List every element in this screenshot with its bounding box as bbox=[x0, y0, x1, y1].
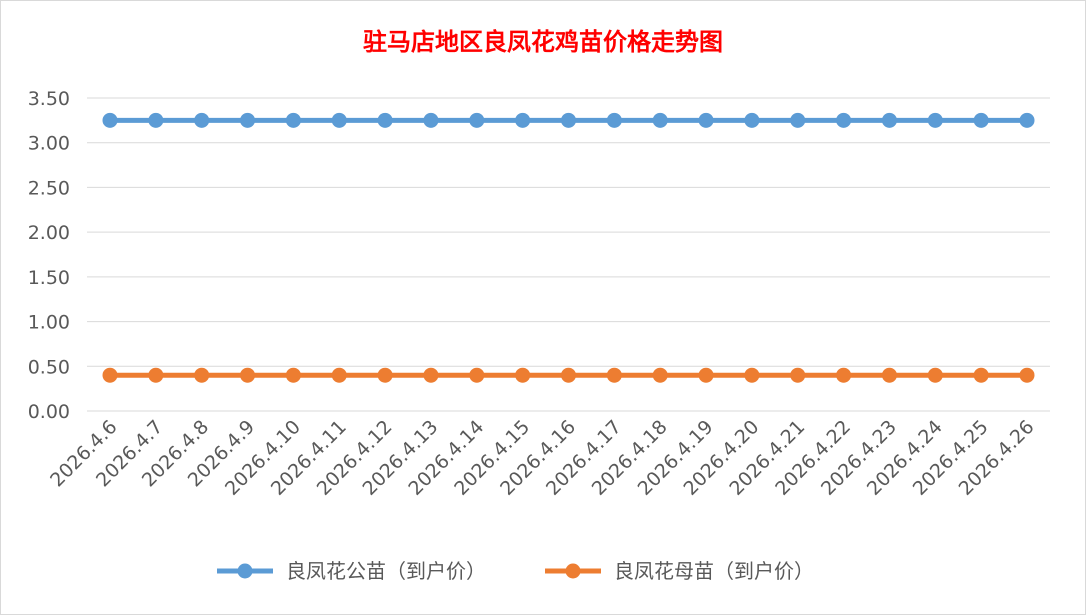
data-point bbox=[515, 112, 531, 128]
data-point bbox=[790, 112, 806, 128]
y-axis-ticks: 0.00 0.50 1.00 1.50 2.00 2.50 3.00 3.50 bbox=[28, 88, 70, 423]
data-point bbox=[836, 367, 852, 383]
data-point bbox=[515, 367, 531, 383]
data-point bbox=[331, 112, 347, 128]
data-point bbox=[148, 112, 164, 128]
gridlines bbox=[87, 97, 1050, 412]
data-point bbox=[973, 112, 989, 128]
legend: 良凤花公苗（到户价） 良凤花母苗（到户价） bbox=[217, 559, 814, 583]
legend-label: 良凤花母苗（到户价） bbox=[614, 559, 814, 583]
y-tick-label: 0.00 bbox=[28, 401, 70, 423]
series-lines bbox=[102, 112, 1035, 383]
y-tick-label: 1.00 bbox=[28, 312, 70, 334]
data-point bbox=[285, 367, 301, 383]
y-tick-label: 2.00 bbox=[28, 222, 70, 244]
data-point bbox=[973, 367, 989, 383]
data-point bbox=[194, 112, 210, 128]
data-point bbox=[927, 112, 943, 128]
y-tick-label: 3.00 bbox=[28, 133, 70, 155]
data-point bbox=[148, 367, 164, 383]
data-point bbox=[1019, 112, 1035, 128]
data-point bbox=[744, 112, 760, 128]
data-point bbox=[652, 367, 668, 383]
data-point bbox=[194, 367, 210, 383]
data-point bbox=[881, 367, 897, 383]
y-tick-label: 3.50 bbox=[28, 88, 70, 110]
data-point bbox=[836, 112, 852, 128]
data-point bbox=[102, 367, 118, 383]
data-point bbox=[240, 112, 256, 128]
data-point bbox=[606, 112, 622, 128]
y-tick-label: 0.50 bbox=[28, 356, 70, 378]
data-point bbox=[102, 112, 118, 128]
legend-marker bbox=[237, 563, 253, 579]
data-point bbox=[423, 367, 439, 383]
data-point bbox=[1019, 367, 1035, 383]
data-point bbox=[927, 367, 943, 383]
y-tick-label: 1.50 bbox=[28, 267, 70, 289]
x-axis-ticks: 2026.4.62026.4.72026.4.82026.4.92026.4.1… bbox=[46, 416, 1038, 500]
data-point bbox=[652, 112, 668, 128]
data-point bbox=[240, 367, 256, 383]
y-tick-label: 2.50 bbox=[28, 177, 70, 199]
data-point bbox=[744, 367, 760, 383]
data-point bbox=[331, 367, 347, 383]
data-point bbox=[790, 367, 806, 383]
data-point bbox=[285, 112, 301, 128]
data-point bbox=[561, 367, 576, 383]
legend-label: 良凤花公苗（到户价） bbox=[286, 559, 486, 583]
data-point bbox=[377, 367, 393, 383]
data-point bbox=[698, 367, 714, 383]
data-point bbox=[698, 112, 714, 128]
data-point bbox=[469, 367, 485, 383]
data-point bbox=[423, 112, 439, 128]
data-point bbox=[561, 112, 576, 128]
data-point bbox=[469, 112, 485, 128]
data-point bbox=[881, 112, 897, 128]
chart-title: 驻马店地区良凤花鸡苗价格走势图 bbox=[363, 27, 723, 56]
data-point bbox=[606, 367, 622, 383]
data-point bbox=[377, 112, 393, 128]
legend-marker bbox=[565, 563, 581, 579]
